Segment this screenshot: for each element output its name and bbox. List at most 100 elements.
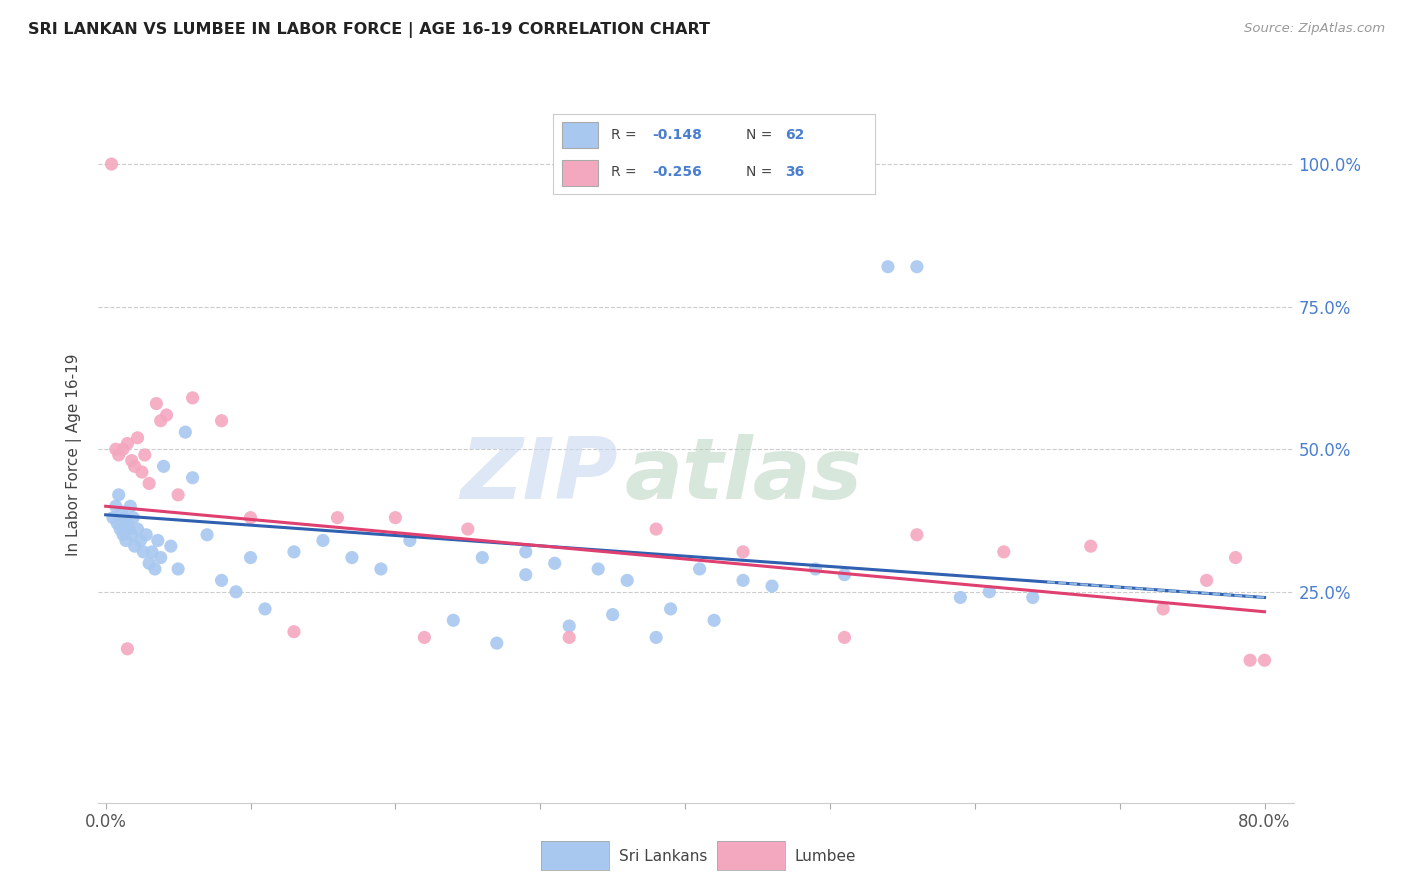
Point bbox=[645, 522, 668, 536]
Point bbox=[167, 562, 190, 576]
Text: N =: N = bbox=[747, 165, 778, 179]
Point bbox=[616, 574, 638, 588]
Text: Sri Lankans: Sri Lankans bbox=[619, 849, 707, 863]
Point bbox=[167, 488, 190, 502]
Point bbox=[283, 624, 305, 639]
Point bbox=[312, 533, 335, 548]
Point bbox=[1225, 550, 1247, 565]
Point bbox=[413, 631, 436, 645]
Point bbox=[905, 528, 928, 542]
Point bbox=[1080, 539, 1102, 553]
Text: R =: R = bbox=[610, 128, 641, 142]
Text: 36: 36 bbox=[785, 165, 804, 179]
Point bbox=[731, 574, 754, 588]
Text: Lumbee: Lumbee bbox=[794, 849, 856, 863]
Point bbox=[457, 522, 479, 536]
Point bbox=[544, 556, 567, 570]
Point bbox=[160, 539, 183, 553]
Point bbox=[117, 641, 139, 656]
Point bbox=[112, 528, 135, 542]
Point bbox=[239, 550, 262, 565]
Point bbox=[340, 550, 363, 565]
Text: -0.148: -0.148 bbox=[652, 128, 703, 142]
Text: -0.256: -0.256 bbox=[652, 165, 703, 179]
Point bbox=[135, 528, 157, 542]
Point bbox=[107, 448, 129, 462]
Point bbox=[834, 567, 856, 582]
Point bbox=[441, 613, 464, 627]
Point bbox=[761, 579, 783, 593]
Point bbox=[1022, 591, 1045, 605]
Point bbox=[122, 510, 145, 524]
Point bbox=[121, 453, 143, 467]
Point bbox=[112, 442, 135, 457]
Point bbox=[120, 500, 142, 514]
Point bbox=[108, 522, 131, 536]
Point bbox=[134, 448, 156, 462]
Point bbox=[149, 414, 172, 428]
Point bbox=[239, 510, 262, 524]
Point bbox=[138, 556, 160, 570]
Point bbox=[834, 631, 856, 645]
Point bbox=[979, 584, 1001, 599]
Point bbox=[101, 510, 124, 524]
Point bbox=[181, 391, 204, 405]
Point bbox=[149, 550, 172, 565]
Point bbox=[471, 550, 494, 565]
Point bbox=[905, 260, 928, 274]
Point bbox=[515, 545, 537, 559]
Point bbox=[104, 500, 127, 514]
Point bbox=[326, 510, 349, 524]
Point bbox=[659, 602, 682, 616]
Point bbox=[127, 522, 149, 536]
Point bbox=[1195, 574, 1218, 588]
Point bbox=[645, 631, 668, 645]
Text: R =: R = bbox=[610, 165, 641, 179]
Point bbox=[558, 631, 581, 645]
Point bbox=[117, 516, 139, 531]
Point bbox=[370, 562, 392, 576]
Bar bbox=[562, 122, 598, 148]
Point bbox=[105, 516, 128, 531]
Point bbox=[131, 465, 153, 479]
Point bbox=[110, 505, 132, 519]
Point bbox=[143, 562, 166, 576]
Point bbox=[114, 510, 136, 524]
Point bbox=[115, 533, 138, 548]
Point bbox=[127, 431, 149, 445]
Point bbox=[283, 545, 305, 559]
Point bbox=[602, 607, 624, 622]
Point bbox=[558, 619, 581, 633]
Point bbox=[117, 436, 139, 450]
Point bbox=[174, 425, 197, 439]
Point bbox=[138, 476, 160, 491]
Point bbox=[124, 459, 146, 474]
Text: 62: 62 bbox=[785, 128, 804, 142]
Point bbox=[877, 260, 900, 274]
Point bbox=[100, 157, 122, 171]
Point bbox=[104, 442, 127, 457]
Point bbox=[1253, 653, 1275, 667]
Point bbox=[949, 591, 972, 605]
Text: SRI LANKAN VS LUMBEE IN LABOR FORCE | AGE 16-19 CORRELATION CHART: SRI LANKAN VS LUMBEE IN LABOR FORCE | AG… bbox=[28, 22, 710, 38]
Point bbox=[515, 567, 537, 582]
Point bbox=[155, 408, 177, 422]
Point bbox=[384, 510, 406, 524]
Point bbox=[141, 545, 163, 559]
Point bbox=[146, 533, 169, 548]
Point bbox=[703, 613, 725, 627]
Point bbox=[118, 522, 141, 536]
Point bbox=[129, 533, 152, 548]
Y-axis label: In Labor Force | Age 16-19: In Labor Force | Age 16-19 bbox=[66, 353, 83, 557]
Point bbox=[124, 539, 146, 553]
Point bbox=[993, 545, 1015, 559]
Point bbox=[211, 414, 233, 428]
Point bbox=[152, 459, 174, 474]
Point bbox=[107, 488, 129, 502]
Point bbox=[1239, 653, 1261, 667]
Point bbox=[253, 602, 276, 616]
Point bbox=[804, 562, 827, 576]
Point bbox=[145, 396, 167, 410]
Point bbox=[399, 533, 422, 548]
Point bbox=[121, 528, 143, 542]
